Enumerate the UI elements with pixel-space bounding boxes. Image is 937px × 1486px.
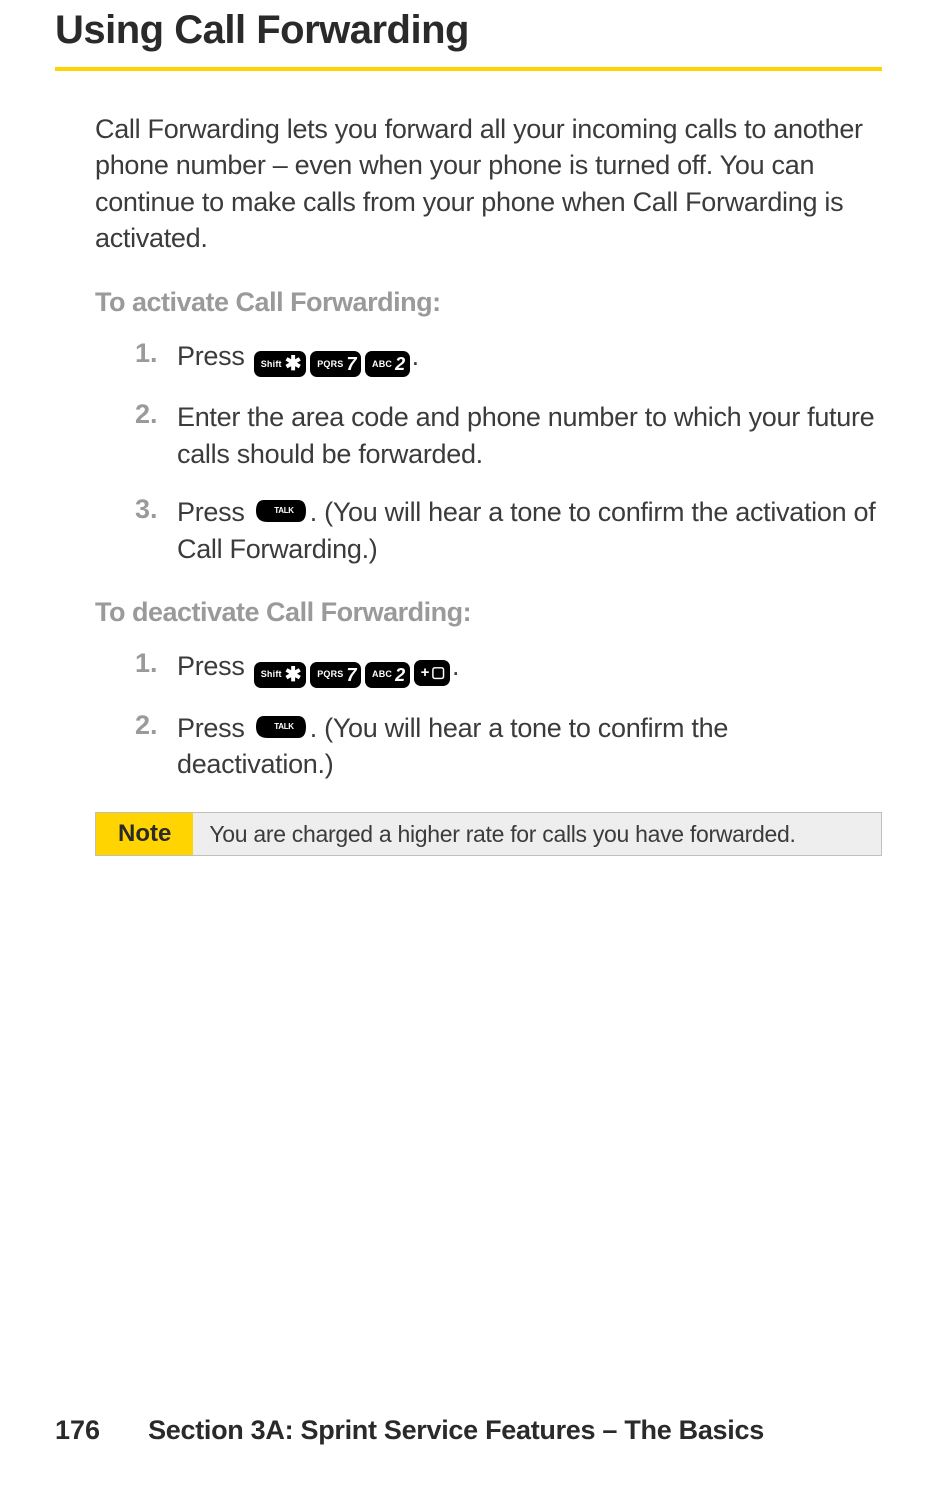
- step-text-pre: Press: [177, 651, 252, 681]
- activate-step-3: 3. Press TALK. (You will hear a tone to …: [135, 494, 882, 567]
- step-text-pre: Press: [177, 713, 252, 743]
- svg-text:TALK: TALK: [274, 722, 294, 731]
- step-number: 1.: [135, 338, 177, 369]
- step-text-post: .: [412, 341, 419, 371]
- key-pqrs-7: PQRS7: [310, 351, 361, 377]
- step-body: Press Shift✱PQRS7ABC2.: [177, 338, 882, 378]
- key-talk: TALK: [254, 714, 308, 740]
- key-plus-0: +▢: [414, 660, 450, 686]
- note-text: You are charged a higher rate for calls …: [193, 813, 881, 855]
- step-body: Press Shift✱PQRS7ABC2+▢.: [177, 648, 882, 688]
- deactivate-steps: 1. Press Shift✱PQRS7ABC2+▢. 2. Press TAL…: [95, 648, 882, 782]
- step-text-post: .: [452, 651, 459, 681]
- step-body: Enter the area code and phone number to …: [177, 399, 882, 472]
- note-label: Note: [95, 813, 193, 855]
- key-shift-star: Shift✱: [254, 662, 306, 688]
- activate-step-1: 1. Press Shift✱PQRS7ABC2.: [135, 338, 882, 378]
- note-callout: Note You are charged a higher rate for c…: [95, 812, 882, 856]
- key-abc-2: ABC2: [365, 351, 410, 377]
- step-number: 3.: [135, 494, 177, 525]
- key-abc-2: ABC2: [365, 662, 410, 688]
- step-body: Press TALK. (You will hear a tone to con…: [177, 494, 882, 567]
- step-text-pre: Press: [177, 497, 252, 527]
- step-body: Press TALK. (You will hear a tone to con…: [177, 710, 882, 783]
- deactivate-step-1: 1. Press Shift✱PQRS7ABC2+▢.: [135, 648, 882, 688]
- deactivate-step-2: 2. Press TALK. (You will hear a tone to …: [135, 710, 882, 783]
- page-number: 176: [55, 1415, 100, 1446]
- step-text-pre: Press: [177, 341, 252, 371]
- deactivate-heading: To deactivate Call Forwarding:: [95, 597, 882, 628]
- page-content: Call Forwarding lets you forward all you…: [55, 71, 882, 856]
- activate-step-2: 2. Enter the area code and phone number …: [135, 399, 882, 472]
- key-talk: TALK: [254, 498, 308, 524]
- footer-section-title: Section 3A: Sprint Service Features – Th…: [148, 1415, 764, 1446]
- step-number: 1.: [135, 648, 177, 679]
- intro-paragraph: Call Forwarding lets you forward all you…: [95, 111, 882, 257]
- page-footer: 176 Section 3A: Sprint Service Features …: [0, 1415, 937, 1446]
- svg-text:TALK: TALK: [274, 506, 294, 515]
- activate-steps: 1. Press Shift✱PQRS7ABC2. 2. Enter the a…: [95, 338, 882, 567]
- key-pqrs-7: PQRS7: [310, 662, 361, 688]
- key-shift-star: Shift✱: [254, 351, 306, 377]
- step-number: 2.: [135, 399, 177, 430]
- page-title: Using Call Forwarding: [55, 0, 882, 71]
- step-number: 2.: [135, 710, 177, 741]
- activate-heading: To activate Call Forwarding:: [95, 287, 882, 318]
